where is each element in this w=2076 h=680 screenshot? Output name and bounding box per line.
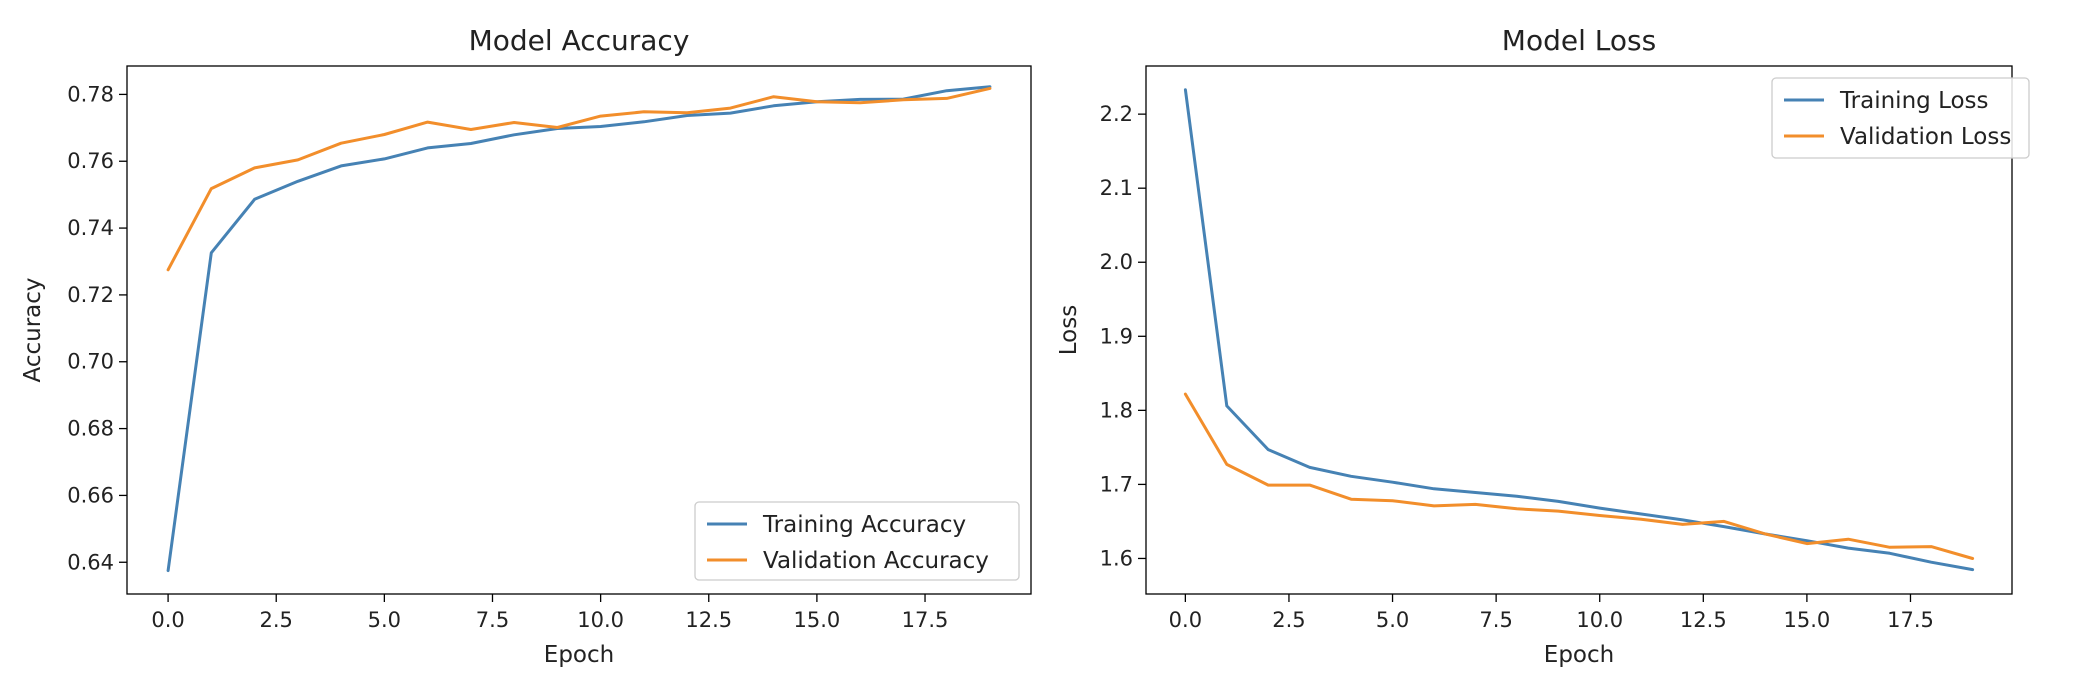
y-tick-label: 0.74 [67,216,114,240]
legend-label: Validation Accuracy [763,548,989,574]
legend: Training Accuracy Validation Accuracy [694,501,1020,581]
x-tick-label: 7.5 [1479,608,1512,632]
legend-label: Validation Loss [1840,124,2011,150]
y-axis-label: Loss [1056,305,1082,355]
x-tick-label: 15.0 [1784,608,1831,632]
series-line-0 [166,85,992,573]
x-tick-label: 5.0 [368,608,401,632]
x-axis-label: Epoch [1544,642,1614,668]
x-tick-label: 7.5 [476,608,509,632]
x-tick-label: 10.0 [577,608,624,632]
y-tick-label: 1.7 [1100,472,1133,496]
plot-frame [1145,65,2013,595]
chart-1: Model Loss 0.0 2.5 5.0 7.5 10.0 12.5 15.0 17.5 1.… [1056,24,2030,668]
legend-label: Training Loss [1839,88,1989,114]
chart-title: Model Loss [1502,24,1656,57]
legend-label: Training Accuracy [762,512,966,538]
chart-0: Model Accuracy 0.0 2.5 5.0 7.5 10.0 12.5 15.0 17… [20,24,1032,668]
y-tick-label: 0.66 [67,483,114,507]
legend-box [1771,77,2030,159]
series-line-1 [166,86,992,272]
series-line-1 [1183,392,1975,560]
x-tick-label: 12.5 [685,608,732,632]
y-tick-label: 2.0 [1100,250,1133,274]
legend-box [694,501,1020,581]
x-tick-label: 0.0 [151,608,184,632]
x-tick-label: 2.5 [260,608,293,632]
y-tick-label: 0.72 [67,283,114,307]
y-tick-label: 0.68 [67,417,114,441]
y-tick-label: 0.76 [67,149,114,173]
y-axis-label: Accuracy [20,277,46,382]
x-tick-label: 12.5 [1680,608,1727,632]
x-tick-label: 17.5 [1887,608,1934,632]
x-tick-label: 10.0 [1576,608,1623,632]
y-tick-label: 1.6 [1100,546,1133,570]
x-tick-label: 2.5 [1272,608,1305,632]
y-tick-label: 0.64 [67,550,114,574]
legend: Training Loss Validation Loss [1771,77,2030,159]
chart-title: Model Accuracy [469,24,690,57]
series-line-0 [1183,88,1975,572]
y-tick-label: 1.8 [1100,398,1133,422]
y-tick-label: 0.70 [67,350,114,374]
x-tick-label: 0.0 [1169,608,1202,632]
x-tick-label: 15.0 [794,608,841,632]
y-tick-label: 2.1 [1100,176,1133,200]
y-tick-label: 0.78 [67,82,114,106]
x-tick-label: 17.5 [902,608,949,632]
x-tick-label: 5.0 [1376,608,1409,632]
x-axis-label: Epoch [544,642,614,668]
plot-frame [126,65,1032,595]
y-tick-label: 2.2 [1100,102,1133,126]
y-tick-label: 1.9 [1100,324,1133,348]
